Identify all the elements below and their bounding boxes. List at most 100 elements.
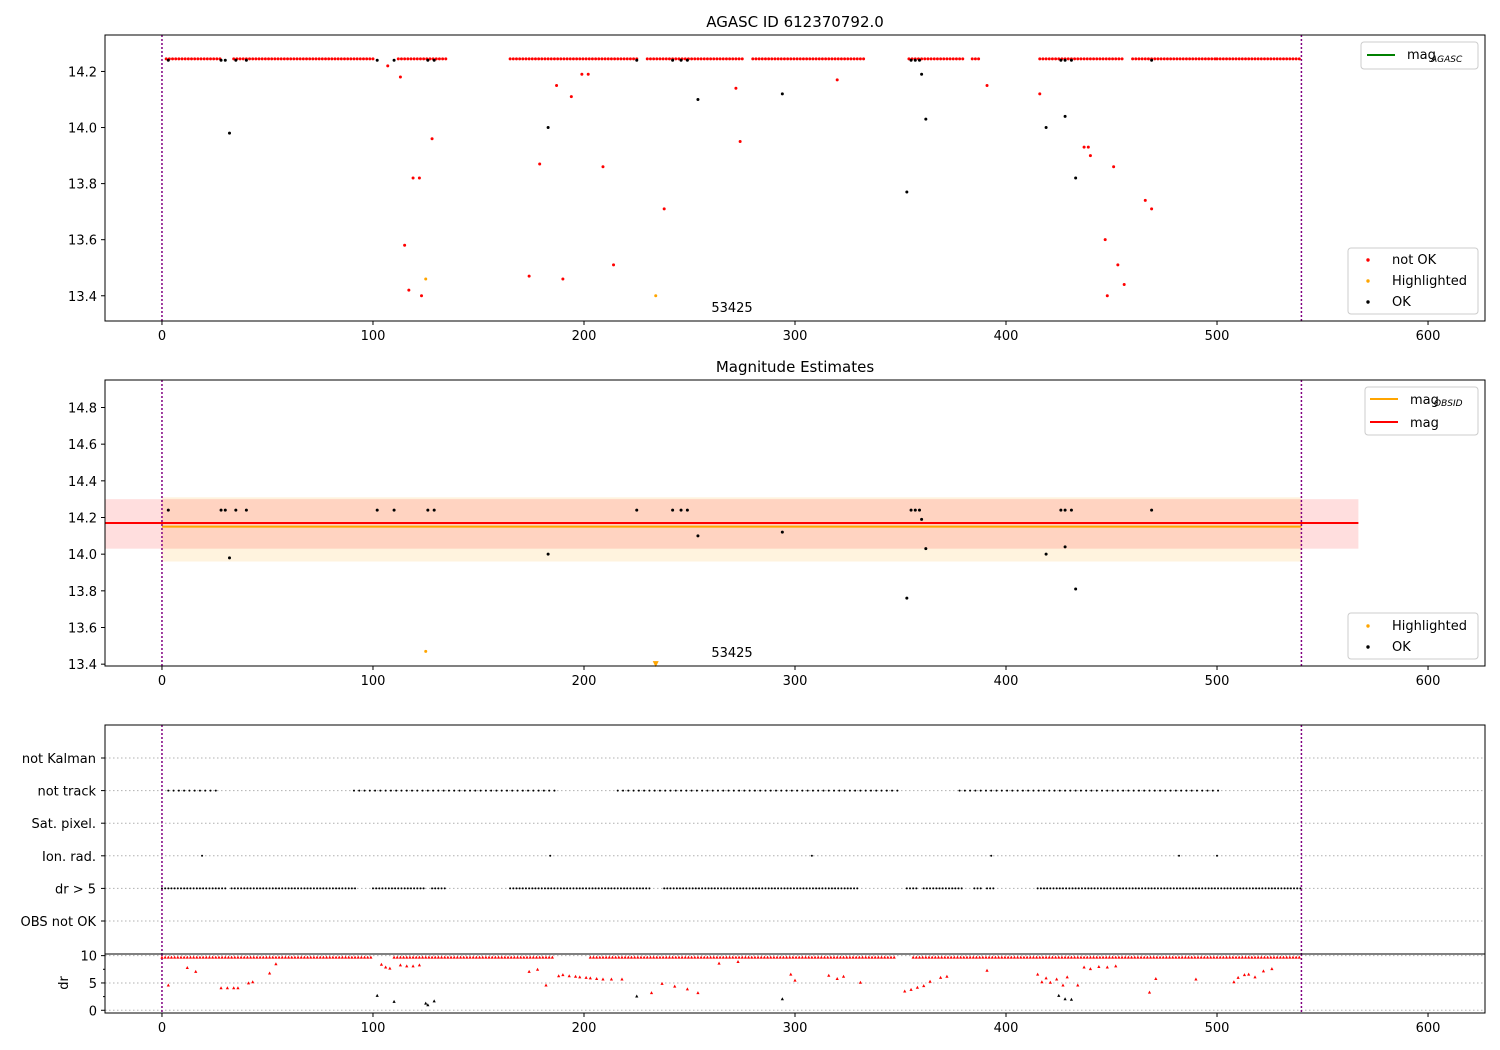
dr-point-dr-not-ok	[736, 960, 740, 964]
dr-point-dr-not-ok	[1076, 955, 1080, 959]
flag-point-not-track	[759, 789, 762, 792]
flag-point-not-track	[979, 789, 982, 792]
dr-point-dr-ok	[424, 1001, 428, 1005]
flag-point-dr-5	[255, 887, 258, 890]
flag-point-dr-5	[742, 887, 745, 890]
dr-point-dr-not-ok	[487, 955, 491, 959]
point-ok	[671, 508, 675, 512]
legend-label-ok: OK	[1392, 295, 1411, 310]
flag-point-not-track	[1032, 789, 1035, 792]
point-highlighted	[654, 294, 658, 298]
dr-point-dr-not-ok	[1114, 955, 1118, 959]
point-not-ok	[549, 57, 553, 61]
flag-point-ion-rad	[1216, 854, 1219, 857]
point-not-ok	[518, 57, 522, 61]
point-not-ok	[1266, 57, 1270, 61]
dr-point-dr-not-ok	[803, 955, 808, 959]
dr-point-dr-not-ok	[1061, 983, 1065, 987]
flag-point-dr-5	[682, 887, 685, 890]
flag-point-dr-5	[1042, 887, 1045, 890]
flag-point-dr-5	[331, 887, 334, 890]
flag-point-dr-5	[666, 887, 669, 890]
point-not-ok	[569, 95, 573, 99]
dr-point-dr-not-ok	[166, 983, 170, 987]
flag-point-not-track	[209, 789, 212, 792]
point-not-ok	[1101, 57, 1105, 61]
flag-point-dr-5	[707, 887, 710, 890]
point-not-ok	[652, 57, 656, 61]
flag-point-dr-5	[938, 887, 941, 890]
dr-point-dr-not-ok	[1085, 955, 1089, 959]
flag-point-dr-5	[710, 887, 713, 890]
point-not-ok	[1085, 57, 1089, 61]
flag-point-dr-5	[416, 887, 419, 890]
point-not-ok	[1240, 57, 1244, 61]
point-not-ok	[1047, 57, 1051, 61]
y-tick-label: 13.6	[68, 622, 97, 637]
point-not-ok	[412, 57, 416, 61]
point-ok	[917, 508, 921, 512]
point-not-ok	[333, 57, 337, 61]
dr-point-dr-not-ok	[750, 955, 754, 959]
dr-point-dr-not-ok	[667, 955, 672, 959]
point-not-ok	[907, 57, 911, 61]
dr-point-dr-not-ok	[1145, 955, 1149, 959]
point-not-ok	[985, 83, 989, 87]
x-tick-label: 400	[994, 1021, 1019, 1036]
dr-point-dr-ok	[1069, 997, 1074, 1001]
flag-point-dr-5	[1093, 887, 1096, 890]
dr-point-dr-not-ok	[838, 955, 842, 959]
point-not-ok	[1114, 57, 1118, 61]
point-not-ok	[437, 57, 441, 61]
dr-point-dr-not-ok	[340, 955, 344, 959]
dr-point-dr-not-ok	[1063, 955, 1067, 959]
point-not-ok	[403, 243, 407, 247]
dr-point-dr-not-ok	[788, 955, 792, 959]
point-ok	[780, 92, 784, 96]
point-not-ok	[754, 57, 758, 61]
dr-point-dr-not-ok	[369, 955, 373, 959]
flag-point-dr-5	[613, 887, 616, 890]
point-ok	[375, 58, 379, 62]
flag-point-dr-5	[211, 887, 214, 890]
flag-point-dr-5	[1169, 887, 1172, 890]
flag-point-dr-5	[443, 887, 446, 890]
flag-point-dr-5	[581, 887, 584, 890]
dr-point-dr-not-ok	[696, 955, 700, 959]
dr-point-dr-not-ok	[350, 955, 354, 959]
flag-point-not-track	[632, 789, 635, 792]
flag-point-dr-5	[243, 887, 246, 890]
point-not-ok	[403, 57, 407, 61]
dr-point-dr-not-ok	[1105, 965, 1109, 969]
point-not-ok	[616, 57, 620, 61]
point-not-ok	[267, 57, 271, 61]
flag-point-not-track	[411, 789, 414, 792]
point-not-ok	[973, 57, 977, 61]
x-tick-label: 600	[1416, 329, 1441, 344]
dr-point-dr-not-ok	[940, 955, 944, 959]
flag-point-dr-5	[1036, 887, 1039, 890]
dr-point-dr-not-ok	[185, 966, 189, 970]
x-tick-label: 100	[361, 329, 386, 344]
flag-point-not-track	[669, 789, 672, 792]
flag-point-not-track	[358, 789, 361, 792]
point-not-ok	[923, 57, 927, 61]
flag-category-label: dr > 5	[55, 882, 96, 897]
point-not-ok	[186, 57, 190, 61]
flag-point-dr-5	[1080, 887, 1083, 890]
point-ok	[909, 58, 913, 62]
dr-point-dr-not-ok	[1158, 955, 1162, 959]
point-not-ok	[193, 57, 197, 61]
dr-point-dr-not-ok	[1044, 955, 1048, 959]
dr-point-dr-not-ok	[321, 955, 325, 959]
point-not-ok	[696, 57, 700, 61]
point-ok	[924, 547, 928, 551]
flag-point-dr-5	[221, 887, 224, 890]
flag-point-not-track	[416, 789, 419, 792]
dr-point-dr-not-ok	[936, 955, 941, 959]
point-not-ok	[839, 57, 843, 61]
dr-point-dr-not-ok	[649, 991, 654, 995]
flag-point-not-track	[1132, 789, 1135, 792]
flag-point-dr-5	[1207, 887, 1210, 890]
point-not-ok	[1162, 57, 1166, 61]
